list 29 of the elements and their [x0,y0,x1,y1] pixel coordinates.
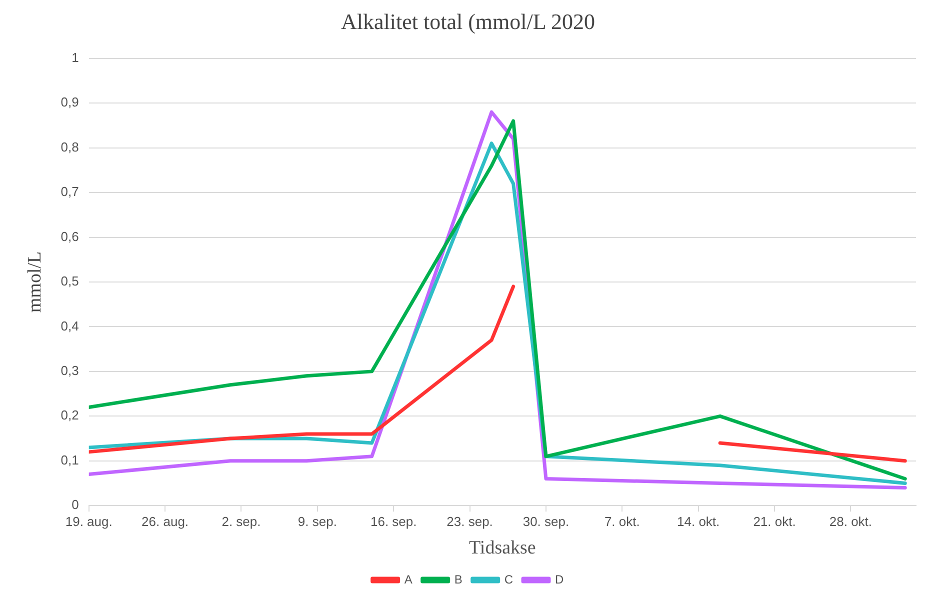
x-tick-label: 26. aug. [142,514,189,529]
x-tick-label: 23. sep. [446,514,493,529]
y-tick-label: 0,1 [60,452,79,468]
y-tick-label: 0,6 [60,228,79,244]
x-tick-label: 30. sep. [522,514,570,529]
y-tick-label: 0,7 [60,184,79,200]
y-axis-title: mmol/L [24,251,46,313]
x-tick-label: 9. sep. [298,514,337,529]
x-tick-label: 7. okt. [604,514,640,529]
y-tick-label: 0,3 [60,363,79,378]
y-tick-label: 1 [72,50,79,65]
y-tick-label: 0,4 [60,318,79,334]
chart-title: Alkalitet total (mmol/L 2020 [341,8,595,34]
y-tick-label: 0,8 [60,139,79,154]
x-tick-label: 2. sep. [222,514,261,529]
y-tick-label: 0,5 [60,274,79,289]
y-tick-label: 0,2 [60,408,79,423]
x-tick-label: 28. okt. [829,514,872,529]
x-tick-label: 16. sep. [370,514,417,529]
legend-label: A [404,572,412,586]
legend-label: B [454,572,462,586]
x-tick-label: 21. okt. [753,514,796,529]
x-tick-label: 19. aug. [65,514,112,529]
y-tick-label: 0 [72,497,79,512]
legend-label: D [555,572,564,586]
legend-label: C [504,572,514,586]
y-tick-label: 0,9 [60,94,79,110]
x-axis-title: Tidsakse [469,538,536,559]
x-tick-label: 14. okt. [677,514,720,529]
